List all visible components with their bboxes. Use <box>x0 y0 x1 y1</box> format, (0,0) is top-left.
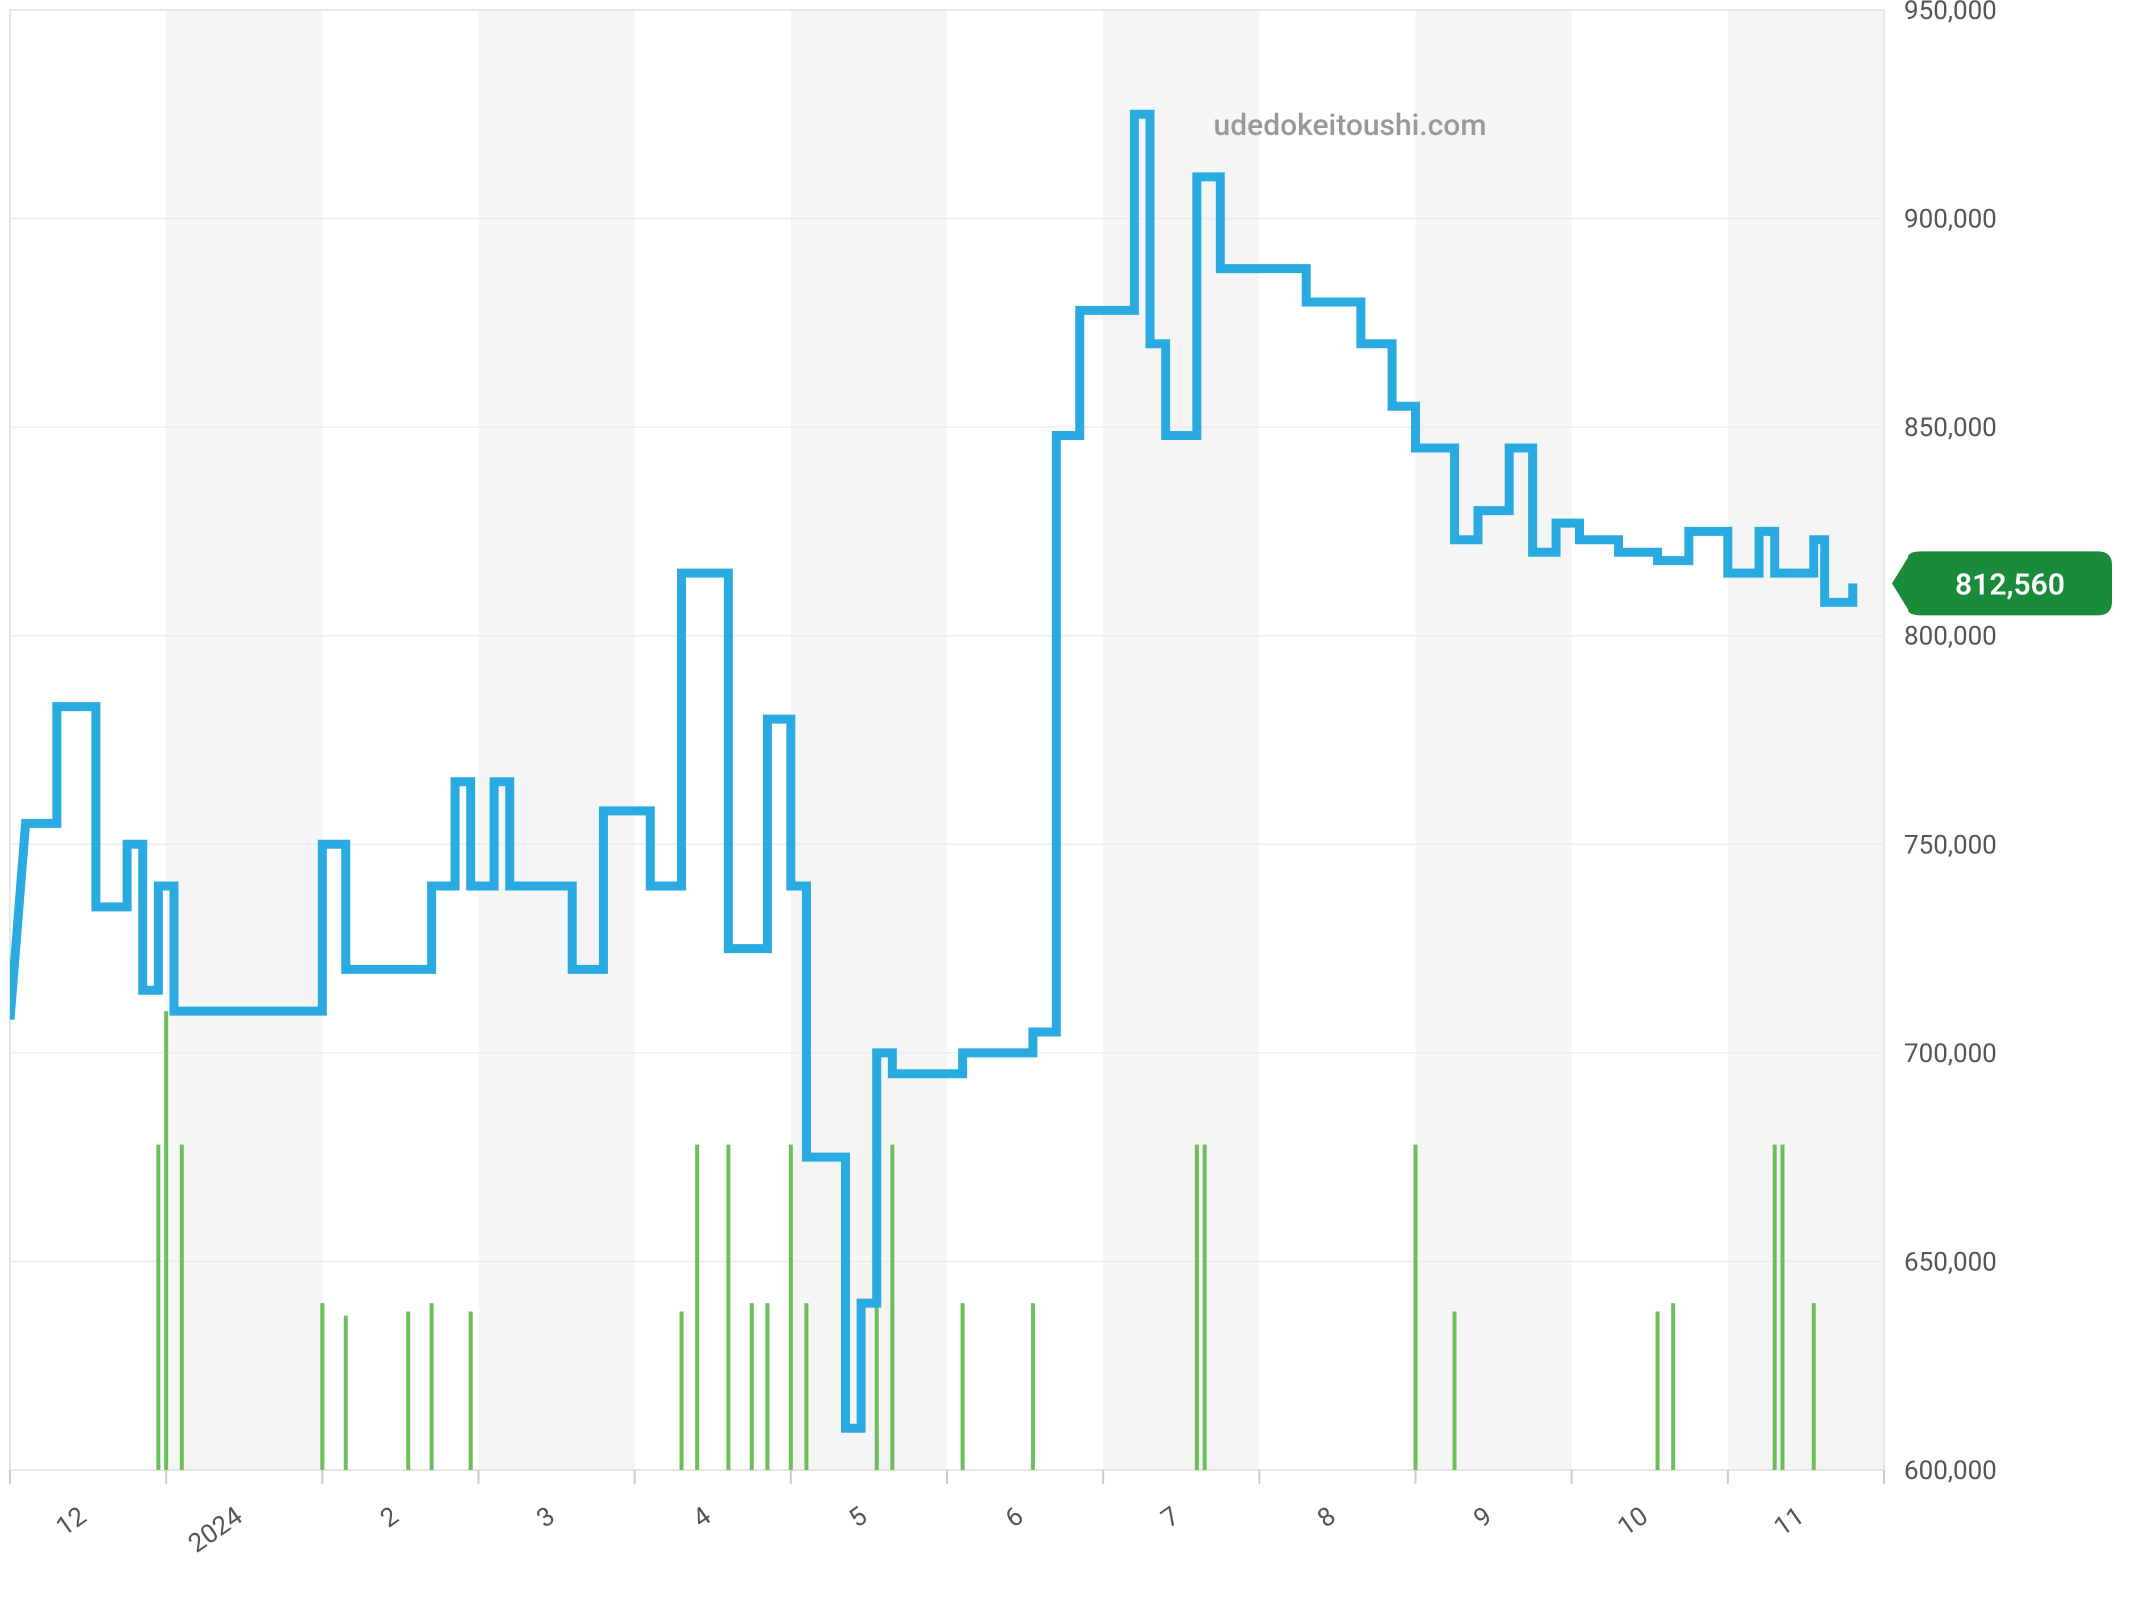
y-tick-label: 600,000 <box>1904 1456 1997 1486</box>
y-tick-label: 850,000 <box>1904 413 1997 443</box>
price-chart: udedokeitoushi.com 600,000 650,000 700,000 7… <box>0 0 2144 1600</box>
y-tick-label: 650,000 <box>1904 1247 1997 1277</box>
chart-canvas: udedokeitoushi.com 600,000 650,000 700,000 7… <box>0 0 2144 1600</box>
y-tick-label: 900,000 <box>1904 205 1997 235</box>
y-tick-label: 800,000 <box>1904 622 1997 652</box>
last-value-label: 812,560 <box>1955 567 2065 602</box>
last-value-badge: 812,560 <box>1892 551 2112 615</box>
watermark: udedokeitoushi.com <box>1214 108 1487 143</box>
y-tick-label: 950,000 <box>1904 0 1997 26</box>
y-tick-label: 700,000 <box>1904 1039 1997 1069</box>
y-tick-label: 750,000 <box>1904 830 1997 860</box>
